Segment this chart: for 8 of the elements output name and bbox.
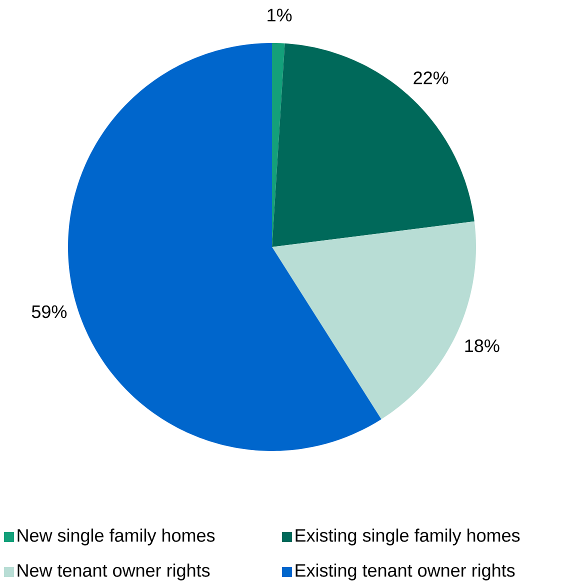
legend-label: New single family homes bbox=[18, 528, 215, 546]
data-label: 22% bbox=[414, 72, 448, 84]
legend-label: Existing tenant owner rights bbox=[296, 564, 515, 580]
data-label: 18% bbox=[465, 339, 500, 352]
data-label: 1% bbox=[268, 8, 292, 22]
legend-label: New tenant owner rights bbox=[18, 564, 210, 580]
legend-label: Existing single family homes bbox=[296, 528, 520, 546]
data-label: 59% bbox=[32, 305, 67, 318]
